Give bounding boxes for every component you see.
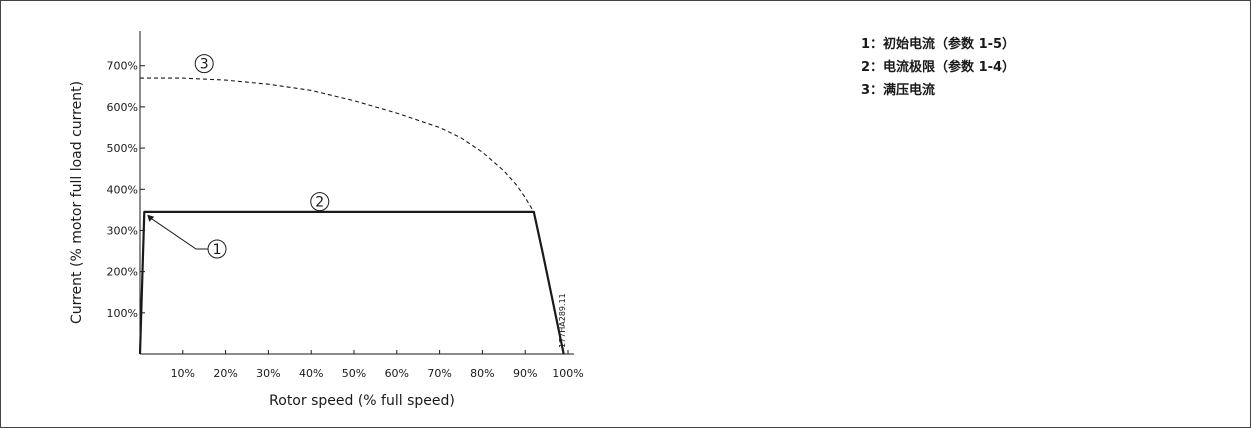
marker-1-leader [149, 217, 209, 250]
marker-label-2: 2 [315, 195, 324, 211]
x-tick-label: 50% [342, 367, 366, 380]
series-full-voltage-current [140, 77, 535, 213]
y-tick-label: 300% [107, 224, 138, 237]
marker-label-3: 3 [200, 57, 209, 73]
series-current-limit [138, 210, 565, 355]
y-axis-title: Current (% motor full load current) [69, 81, 85, 324]
x-tick-label: 90% [513, 367, 537, 380]
legend: 1：初始电流（参数 1-5） 2：电流极限（参数 1-4） 3：满压电流 [861, 33, 1015, 102]
x-tick-label: 70% [427, 367, 451, 380]
y-tick-label: 700% [107, 60, 138, 73]
x-tick-label: 30% [256, 367, 280, 380]
x-tick-label: 60% [385, 367, 409, 380]
x-tick-label: 20% [213, 367, 237, 380]
y-tick-label: 400% [107, 183, 138, 196]
marker-circle-2 [310, 192, 330, 212]
legend-item-1: 1：初始电流（参数 1-5） [861, 37, 1016, 52]
legend-item-3: 3：满压电流 [861, 83, 936, 98]
figure-code: 177HA289.11 [558, 293, 567, 348]
marker-label-1: 1 [213, 242, 222, 258]
marker-1-arrowhead [147, 214, 155, 222]
y-tick-label: 100% [107, 307, 138, 320]
x-tick-label: 10% [171, 367, 195, 380]
x-tick-label: 100% [552, 367, 583, 380]
y-tick-label: 600% [107, 101, 138, 114]
y-tick-label: 200% [107, 266, 138, 279]
x-tick-label: 80% [470, 367, 494, 380]
x-axis-title: Rotor speed (% full speed) [269, 393, 455, 409]
legend-item-2: 2：电流极限（参数 1-4） [861, 60, 1016, 75]
x-tick-label: 40% [299, 367, 323, 380]
marker-circle-3 [194, 54, 214, 74]
y-tick-label: 500% [107, 142, 138, 155]
